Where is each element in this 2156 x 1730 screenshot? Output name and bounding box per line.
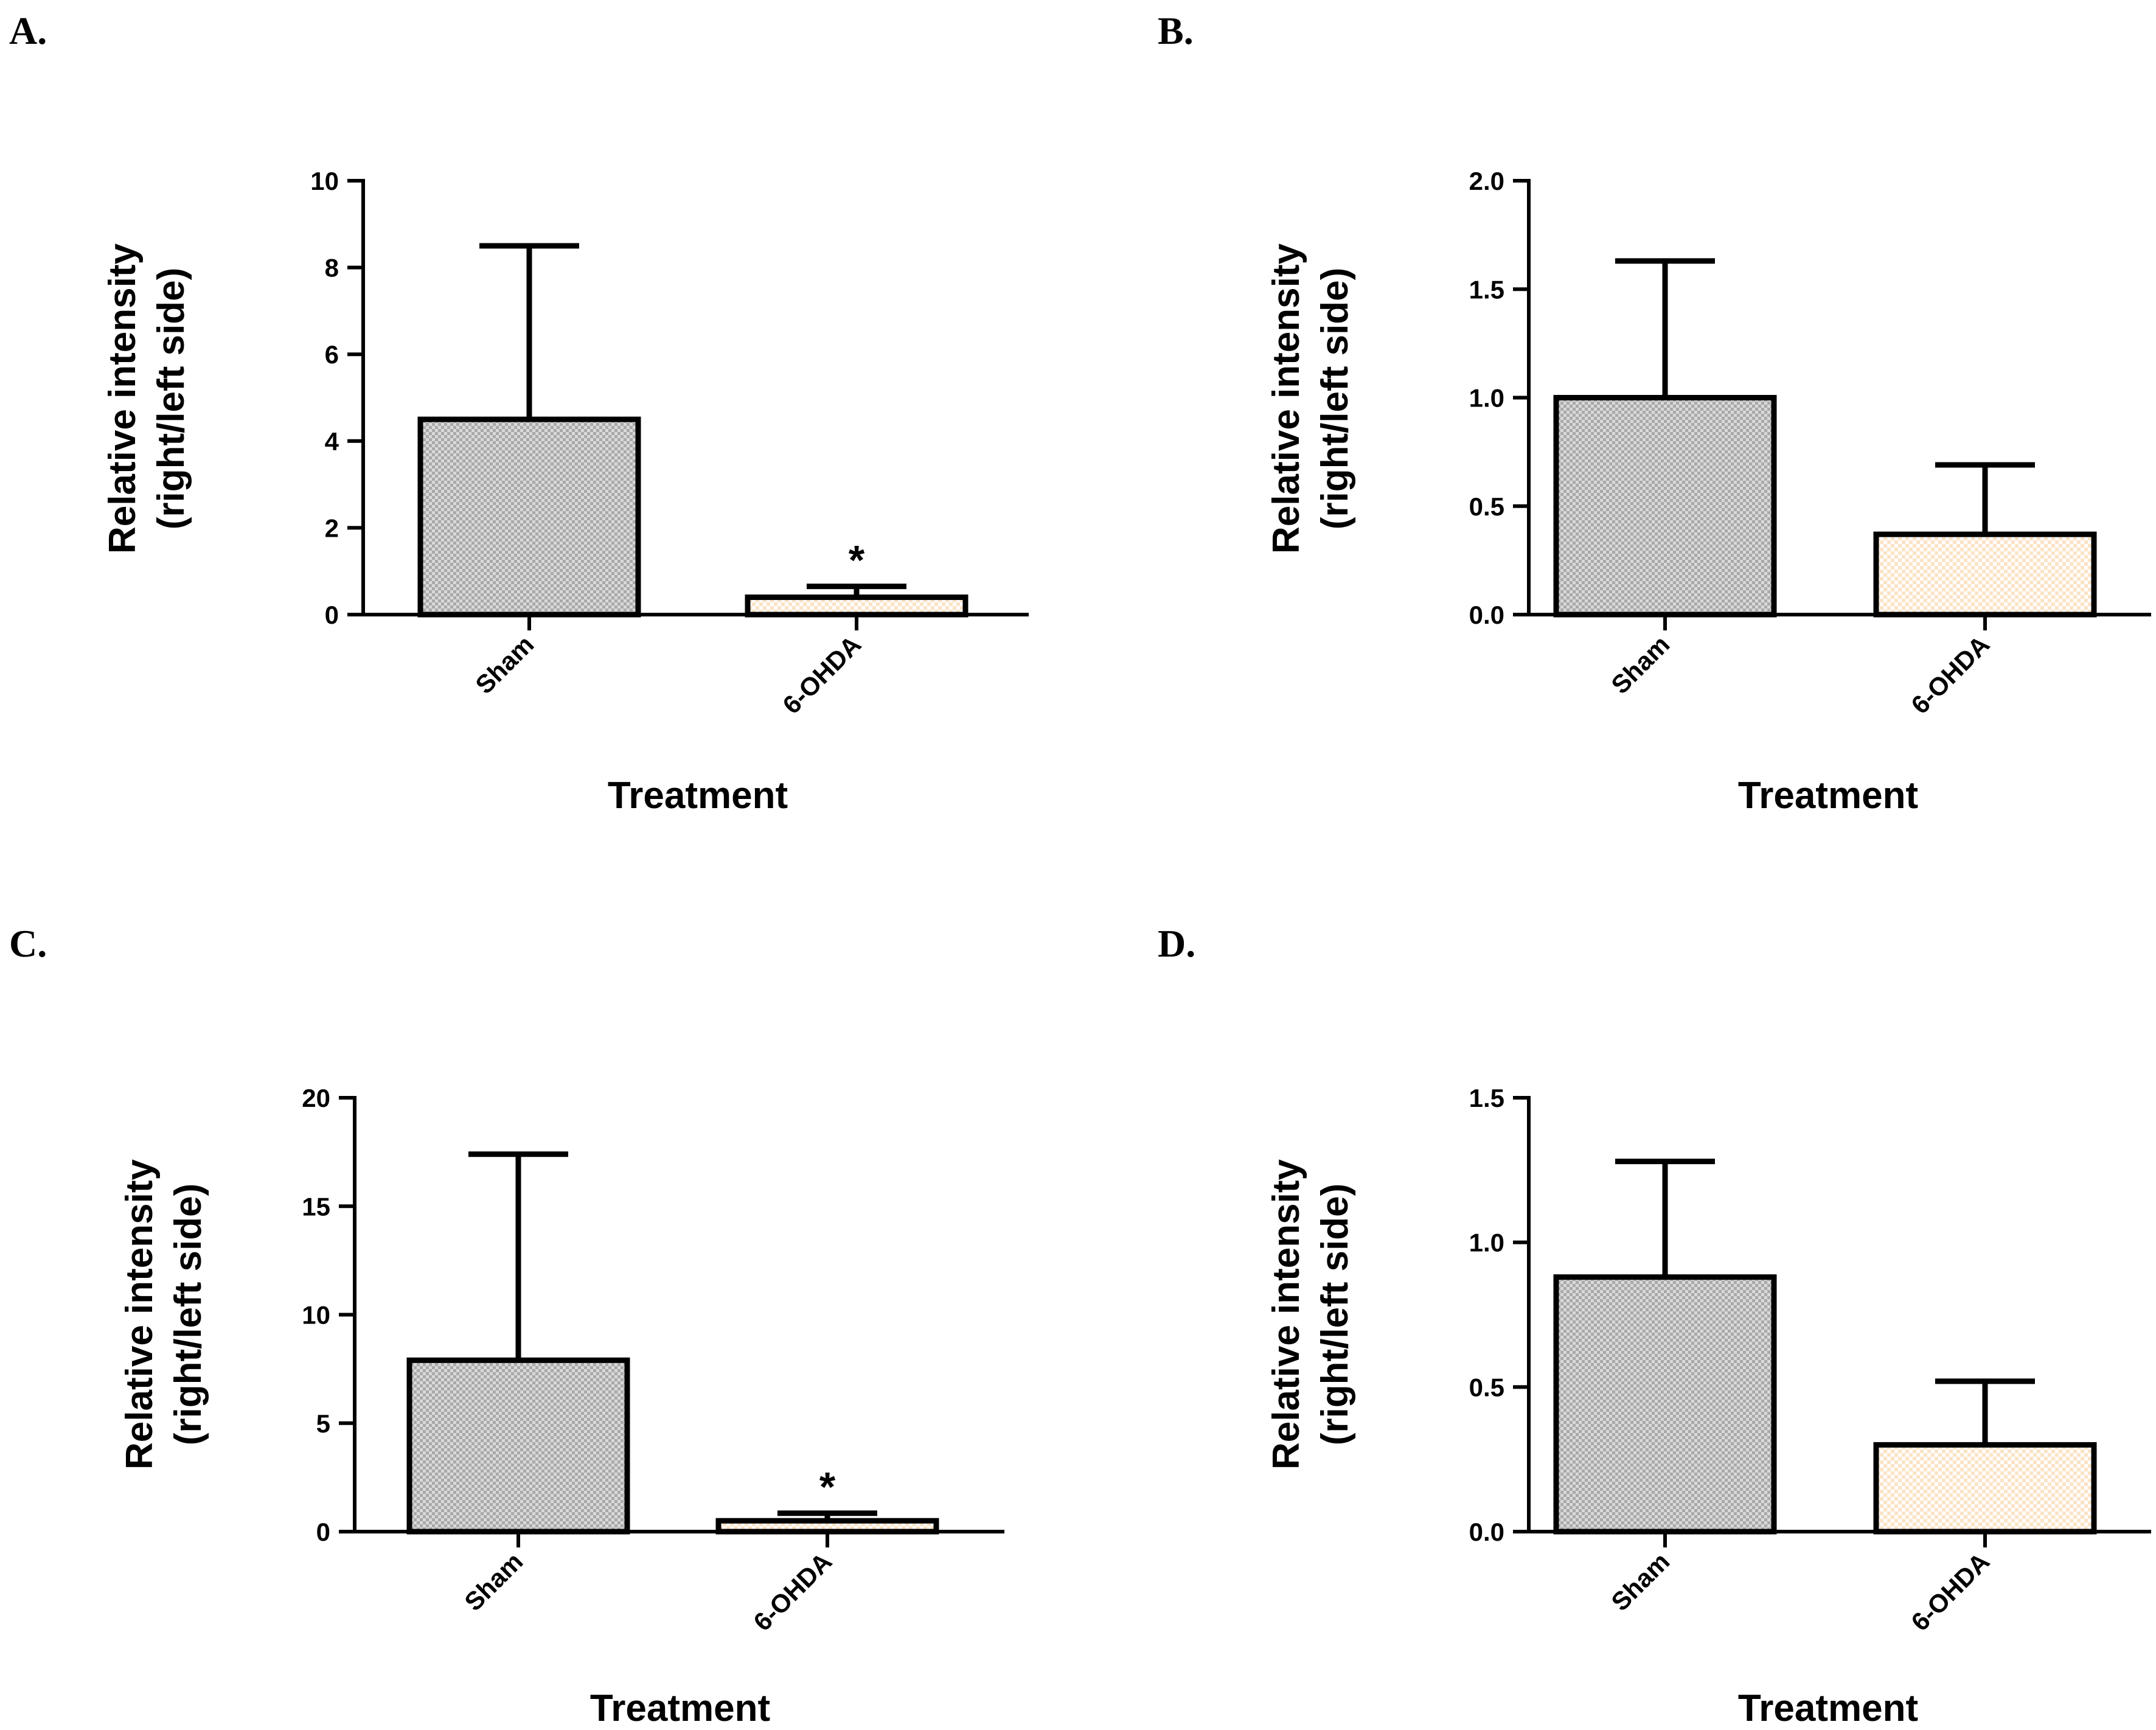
y-axis-title-line2: (right/left side): [1314, 268, 1356, 530]
y-tick-label: 10: [310, 167, 339, 195]
panel-a: A. Relative intensity (right/left side) …: [9, 9, 1027, 817]
plot-area: 0.0 0.5 1.0 1.5 2.0 Sham 6-OHDA: [1469, 167, 2149, 719]
y-tick-label: 0.0: [1469, 601, 1504, 629]
bar-sham: [1556, 1277, 1774, 1532]
bar-6-ohda: [1876, 534, 2094, 615]
category-label: Sham: [1605, 630, 1675, 699]
category-label: Sham: [1605, 1547, 1675, 1616]
plot-area: 0.0 0.5 1.0 1.5 Sham 6-OHDA: [1469, 1084, 2149, 1636]
y-tick-label: 15: [302, 1192, 330, 1221]
y-tick-label: 1.0: [1469, 384, 1504, 413]
x-axis-title: Treatment: [590, 1687, 770, 1729]
bar-6-ohda: [748, 597, 965, 615]
y-tick-label: 1.5: [1469, 1084, 1504, 1112]
category-label: 6-OHDA: [1905, 1547, 1995, 1636]
plot-area: 0 5 10 15 20 Sham 6-OHDA *: [302, 1084, 1003, 1636]
y-tick-label: 8: [325, 254, 339, 282]
y-tick-label: 1.5: [1469, 275, 1504, 304]
plot-area: 0 2 4 6 8 10 Sham 6-OHDA *: [310, 167, 1027, 719]
y-tick-label: 20: [302, 1084, 330, 1112]
y-tick-label: 0: [316, 1518, 330, 1546]
y-tick-label: 0.5: [1469, 492, 1504, 521]
panel-d: D. Relative intensity (right/left side) …: [1158, 922, 2149, 1729]
panel-label: B.: [1158, 9, 1194, 52]
y-tick-label: 6: [325, 340, 339, 369]
significance-marker: *: [849, 537, 865, 584]
y-axis-title-line1: Relative intensity: [1265, 243, 1307, 554]
y-tick-label: 0.5: [1469, 1373, 1504, 1401]
panel-label: C.: [9, 922, 47, 965]
category-label: 6-OHDA: [1905, 630, 1995, 719]
x-axis-title: Treatment: [1738, 775, 1918, 817]
significance-marker: *: [819, 1464, 836, 1510]
y-tick-label: 0: [325, 601, 339, 629]
y-axis-title-line1: Relative intensity: [1265, 1159, 1307, 1470]
panel-c: C. Relative intensity (right/left side) …: [9, 922, 1003, 1729]
category-label: Sham: [470, 630, 539, 699]
category-label: Sham: [459, 1547, 528, 1616]
bar-6-ohda: [1876, 1445, 2094, 1532]
y-tick-label: 2.0: [1469, 167, 1504, 195]
y-axis-title-line1: Relative intensity: [119, 1159, 161, 1470]
y-axis-title-line2: (right/left side): [1314, 1184, 1356, 1446]
bar-6-ohda: [718, 1521, 936, 1532]
panel-label: D.: [1158, 922, 1195, 965]
y-axis-title-line2: (right/left side): [167, 1184, 209, 1446]
y-tick-label: 4: [325, 427, 339, 456]
y-tick-label: 2: [325, 514, 339, 542]
x-axis-title: Treatment: [1738, 1687, 1918, 1729]
bar-sham: [420, 419, 638, 615]
figure: A. Relative intensity (right/left side) …: [0, 0, 2156, 1730]
y-axis-title-line2: (right/left side): [150, 268, 192, 530]
bar-sham: [1556, 398, 1774, 615]
category-label: 6-OHDA: [748, 1547, 837, 1636]
y-tick-label: 5: [316, 1409, 330, 1438]
y-tick-label: 10: [302, 1301, 330, 1330]
y-tick-label: 0.0: [1469, 1518, 1504, 1546]
x-axis-title: Treatment: [608, 775, 788, 817]
y-axis-title: Relative intensity (right/left side): [102, 243, 192, 554]
panel-label: A.: [9, 9, 47, 52]
category-label: 6-OHDA: [777, 630, 866, 719]
y-tick-label: 1.0: [1469, 1229, 1504, 1257]
panel-b: B. Relative intensity (right/left side) …: [1158, 9, 2149, 817]
bar-sham: [409, 1360, 627, 1532]
y-axis-title-line1: Relative intensity: [102, 243, 144, 554]
